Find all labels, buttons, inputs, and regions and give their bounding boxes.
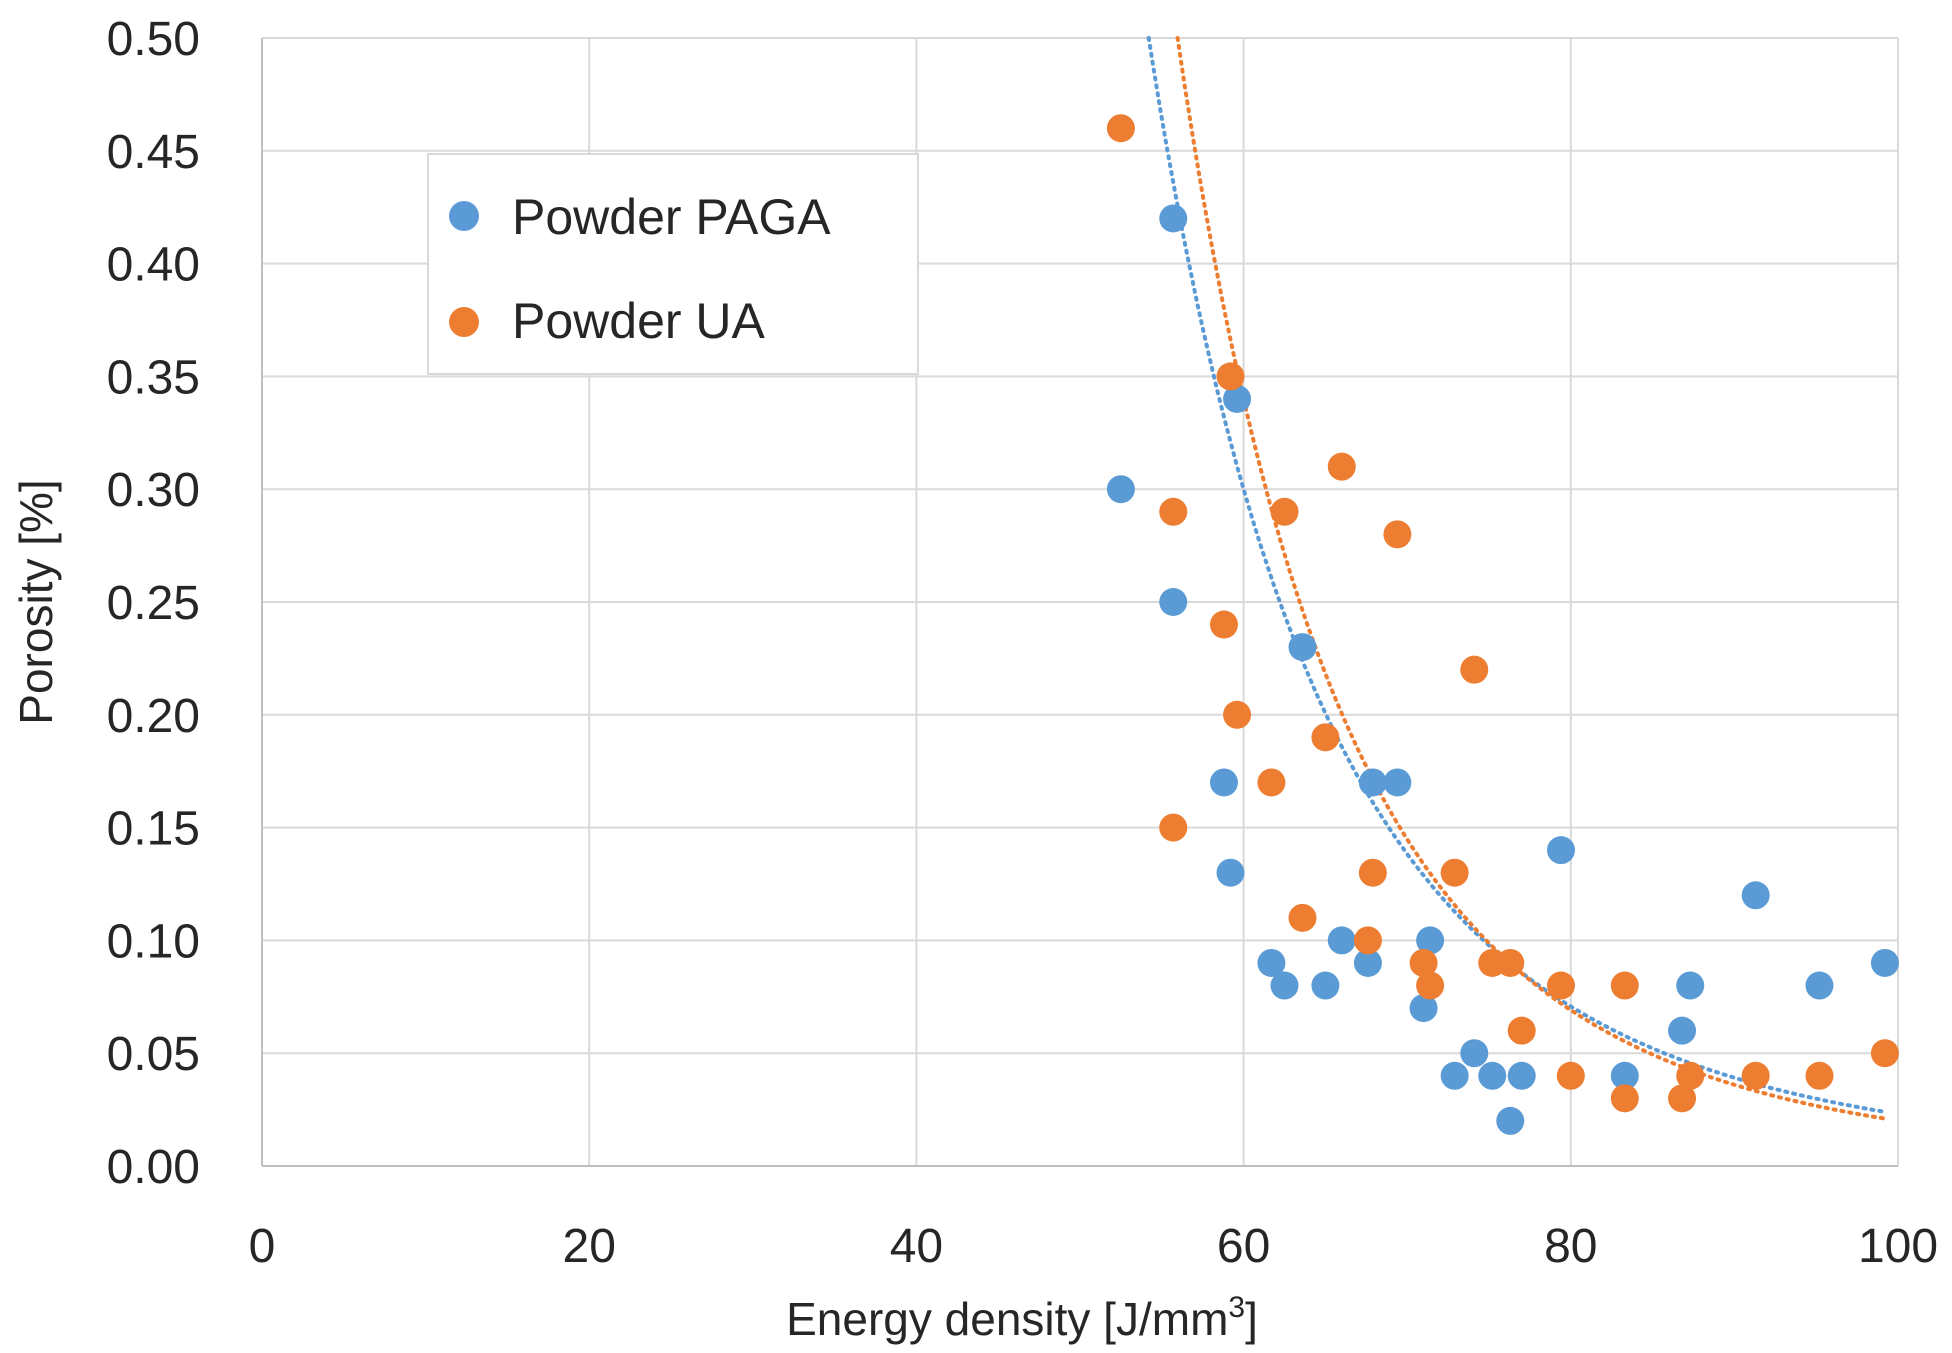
legend-box <box>427 153 919 375</box>
legend-label-paga: Powder PAGA <box>512 189 831 245</box>
data-point <box>1440 858 1469 887</box>
data-point <box>1159 588 1188 616</box>
data-point <box>1668 1016 1697 1045</box>
data-point <box>1460 1039 1489 1068</box>
data-point <box>1507 1016 1536 1045</box>
x-tick-labels: 0 20 40 60 80 100 <box>249 1220 1938 1273</box>
data-point <box>1223 700 1252 729</box>
data-point <box>1460 655 1489 684</box>
x-tick-label: 60 <box>1217 1220 1270 1273</box>
data-point <box>1257 768 1286 797</box>
y-tick-label: 0.30 <box>107 464 200 517</box>
data-point <box>1223 384 1252 413</box>
data-point <box>1270 971 1299 1000</box>
x-axis-title-superscript: 3 <box>1228 1291 1245 1324</box>
y-axis-title: Porosity [%] <box>10 479 62 724</box>
data-point <box>1159 204 1188 233</box>
data-point <box>1311 723 1340 752</box>
legend-label-ua: Powder UA <box>512 293 766 349</box>
data-point <box>1159 813 1188 842</box>
data-point <box>1353 948 1382 977</box>
data-point <box>1668 1084 1697 1113</box>
data-point <box>1288 633 1317 662</box>
data-point <box>1358 768 1387 797</box>
data-point <box>1610 971 1639 1000</box>
data-point <box>1870 948 1899 977</box>
data-point <box>1496 948 1525 977</box>
data-point <box>1106 475 1135 504</box>
data-point <box>1507 1061 1536 1090</box>
y-tick-label: 0.20 <box>107 690 200 743</box>
y-tick-label: 0.45 <box>107 126 200 179</box>
data-point <box>1383 520 1412 549</box>
series-ua <box>1106 114 1899 1113</box>
legend-entry-ua: Powder UA <box>449 293 766 349</box>
y-tick-label: 0.15 <box>107 803 200 856</box>
x-axis-title-main: Energy density [J/mm <box>786 1293 1228 1345</box>
data-point <box>1870 1039 1899 1068</box>
data-point <box>1409 948 1438 977</box>
data-point <box>1676 1061 1705 1090</box>
legend: Powder PAGA Powder UA <box>427 153 919 375</box>
data-point <box>1106 114 1135 143</box>
x-tick-label: 20 <box>563 1220 616 1273</box>
x-tick-label: 100 <box>1858 1220 1938 1273</box>
x-tick-label: 40 <box>890 1220 943 1273</box>
data-point <box>1311 971 1340 1000</box>
data-point <box>1209 610 1238 639</box>
y-tick-label: 0.05 <box>107 1028 200 1081</box>
x-axis-title: Energy density [J/mm3] <box>786 1291 1258 1345</box>
data-point <box>1496 1106 1525 1135</box>
data-point <box>1556 1061 1585 1090</box>
data-point <box>1288 903 1317 932</box>
data-point <box>1327 926 1356 955</box>
x-tick-label: 80 <box>1544 1220 1597 1273</box>
y-tick-label: 0.25 <box>107 577 200 630</box>
data-point <box>1257 948 1286 977</box>
data-point <box>1416 971 1445 1000</box>
legend-marker-ua <box>449 307 479 337</box>
data-point <box>1805 1061 1834 1090</box>
data-point <box>1383 768 1412 797</box>
y-tick-label: 0.40 <box>107 239 200 292</box>
data-point <box>1270 497 1299 526</box>
data-point <box>1159 497 1188 526</box>
x-tick-label: 0 <box>249 1220 276 1273</box>
trendline-ua <box>1175 36 1887 1121</box>
data-point <box>1676 971 1705 1000</box>
data-point <box>1209 768 1238 797</box>
y-tick-label: 0.50 <box>107 13 200 66</box>
data-point <box>1358 858 1387 887</box>
data-points <box>1106 114 1899 1135</box>
legend-marker-paga <box>449 201 479 231</box>
legend-entry-paga: Powder PAGA <box>449 189 831 245</box>
data-point <box>1409 994 1438 1023</box>
x-axis-title-suffix: ] <box>1245 1293 1258 1345</box>
data-point <box>1416 926 1445 955</box>
y-tick-label: 0.00 <box>107 1141 200 1194</box>
data-point <box>1440 1061 1469 1090</box>
data-point <box>1610 1061 1639 1090</box>
series-paga <box>1106 204 1899 1135</box>
data-point <box>1546 836 1575 865</box>
data-point <box>1741 881 1770 910</box>
data-point <box>1805 971 1834 1000</box>
y-tick-labels: 0.00 0.05 0.10 0.15 0.20 0.25 0.30 0.35 0.40 0.45… <box>107 13 200 1194</box>
data-point <box>1610 1084 1639 1113</box>
data-point <box>1216 858 1245 887</box>
data-point <box>1478 1061 1507 1090</box>
data-point <box>1353 926 1382 955</box>
axes <box>261 38 1898 1167</box>
y-tick-label: 0.35 <box>107 351 200 404</box>
data-point <box>1741 1061 1770 1090</box>
data-point <box>1216 362 1245 391</box>
data-point <box>1327 452 1356 481</box>
data-point <box>1546 971 1575 1000</box>
y-tick-label: 0.10 <box>107 915 200 968</box>
